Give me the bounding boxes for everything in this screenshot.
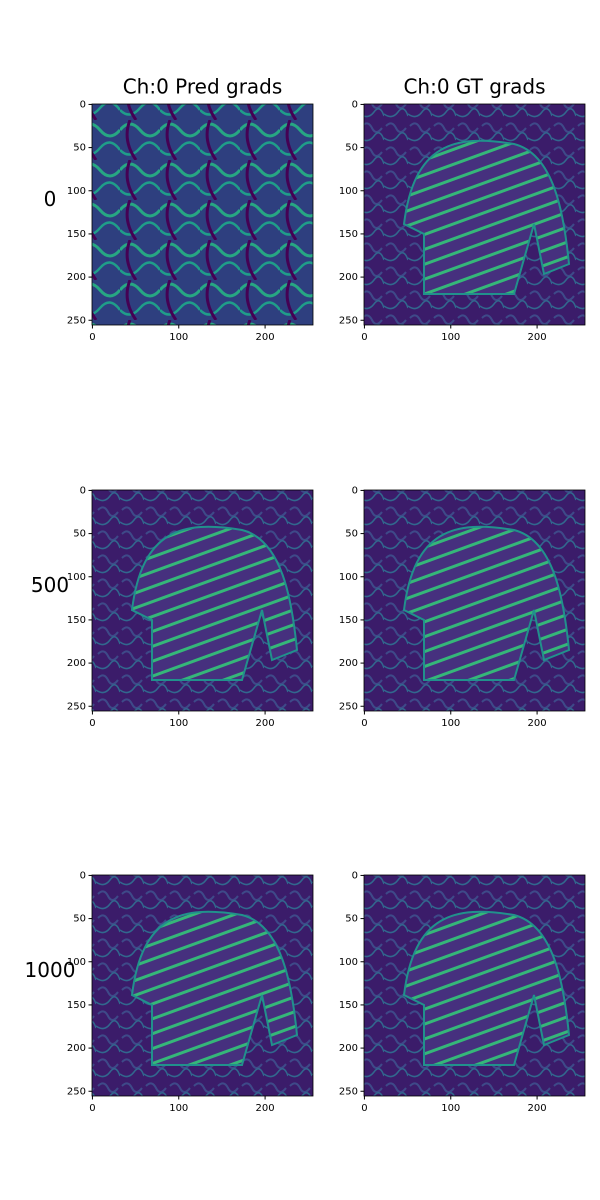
- x-tick-label: 0: [361, 332, 367, 343]
- y-tick-label: 250: [67, 1086, 86, 1097]
- panel: 0 100 200 0 50 100 150 200 250 Ch:0 GT grads: [339, 75, 586, 343]
- y-tick-label: 100: [67, 572, 86, 583]
- panel: 0 100 200 0 50 100 150 200 250: [339, 870, 586, 1114]
- y-tick-label: 200: [67, 272, 86, 283]
- y-tick-label: 0: [352, 870, 358, 881]
- x-tick-label: 200: [528, 718, 547, 729]
- y-tick-label: 200: [67, 1043, 86, 1054]
- y-tick-label: 250: [67, 315, 86, 326]
- panel: 0 100 200 0 50 100 150 200 250 500: [31, 485, 314, 729]
- y-tick-label: 100: [67, 957, 86, 968]
- x-tick-label: 100: [441, 718, 460, 729]
- zebra-shape: [402, 139, 571, 295]
- axes-frame: [363, 489, 586, 712]
- y-tick-label: 100: [339, 186, 358, 197]
- x-tick-label: 200: [528, 1103, 547, 1114]
- x-tick-label: 0: [89, 718, 95, 729]
- y-tick-label: 150: [339, 1000, 358, 1011]
- y-tick-label: 200: [339, 272, 358, 283]
- axes-frame: [363, 103, 586, 326]
- x-tick-label: 0: [361, 1103, 367, 1114]
- y-tick-label: 100: [67, 186, 86, 197]
- panel: 0 100 200 0 50 100 150 200 250 1000: [25, 870, 314, 1114]
- y-tick-label: 150: [67, 615, 86, 626]
- y-tick-label: 50: [345, 143, 358, 154]
- axes-frame: [91, 874, 314, 1097]
- image-texture: [92, 104, 313, 325]
- y-tick-label: 50: [73, 529, 86, 540]
- zebra-shape: [402, 525, 571, 681]
- x-tick-label: 200: [256, 332, 275, 343]
- zebra-shape: [130, 910, 299, 1066]
- y-tick-label: 0: [352, 485, 358, 496]
- row-label: 0: [44, 187, 57, 211]
- y-tick-label: 50: [345, 529, 358, 540]
- x-tick-label: 100: [441, 1103, 460, 1114]
- y-tick-label: 0: [80, 99, 86, 110]
- y-tick-label: 100: [339, 572, 358, 583]
- y-tick-label: 50: [73, 143, 86, 154]
- y-tick-label: 150: [67, 1000, 86, 1011]
- axes-frame: [91, 103, 314, 326]
- row-label: 500: [31, 573, 69, 597]
- x-tick-label: 200: [256, 718, 275, 729]
- y-tick-label: 0: [352, 99, 358, 110]
- x-tick-label: 200: [528, 332, 547, 343]
- panel: 0 100 200 0 50 100 150 200 250 Ch:0 Pred grads 0: [44, 75, 314, 343]
- y-tick-label: 50: [73, 914, 86, 925]
- y-tick-label: 150: [339, 229, 358, 240]
- y-tick-label: 100: [339, 957, 358, 968]
- x-tick-label: 100: [441, 332, 460, 343]
- y-tick-label: 0: [80, 485, 86, 496]
- y-tick-label: 200: [67, 658, 86, 669]
- y-tick-label: 0: [80, 870, 86, 881]
- y-tick-label: 250: [339, 701, 358, 712]
- panel-title: Ch:0 GT grads: [403, 75, 545, 99]
- x-tick-label: 0: [89, 1103, 95, 1114]
- y-tick-label: 250: [339, 315, 358, 326]
- x-tick-label: 100: [169, 1103, 188, 1114]
- y-tick-label: 200: [339, 1043, 358, 1054]
- panel-title: Ch:0 Pred grads: [123, 75, 283, 99]
- x-tick-label: 100: [169, 718, 188, 729]
- y-tick-label: 150: [67, 229, 86, 240]
- y-tick-label: 250: [67, 701, 86, 712]
- y-tick-label: 150: [339, 615, 358, 626]
- zebra-shape: [130, 525, 299, 681]
- y-tick-label: 250: [339, 1086, 358, 1097]
- axes-frame: [363, 874, 586, 1097]
- row-label: 1000: [25, 958, 76, 982]
- x-tick-label: 0: [361, 718, 367, 729]
- x-tick-label: 0: [89, 332, 95, 343]
- x-tick-label: 100: [169, 332, 188, 343]
- x-tick-label: 200: [256, 1103, 275, 1114]
- y-tick-label: 200: [339, 658, 358, 669]
- y-tick-label: 50: [345, 914, 358, 925]
- zebra-shape: [402, 910, 571, 1066]
- panel: 0 100 200 0 50 100 150 200 250: [339, 485, 586, 729]
- axes-frame: [91, 489, 314, 712]
